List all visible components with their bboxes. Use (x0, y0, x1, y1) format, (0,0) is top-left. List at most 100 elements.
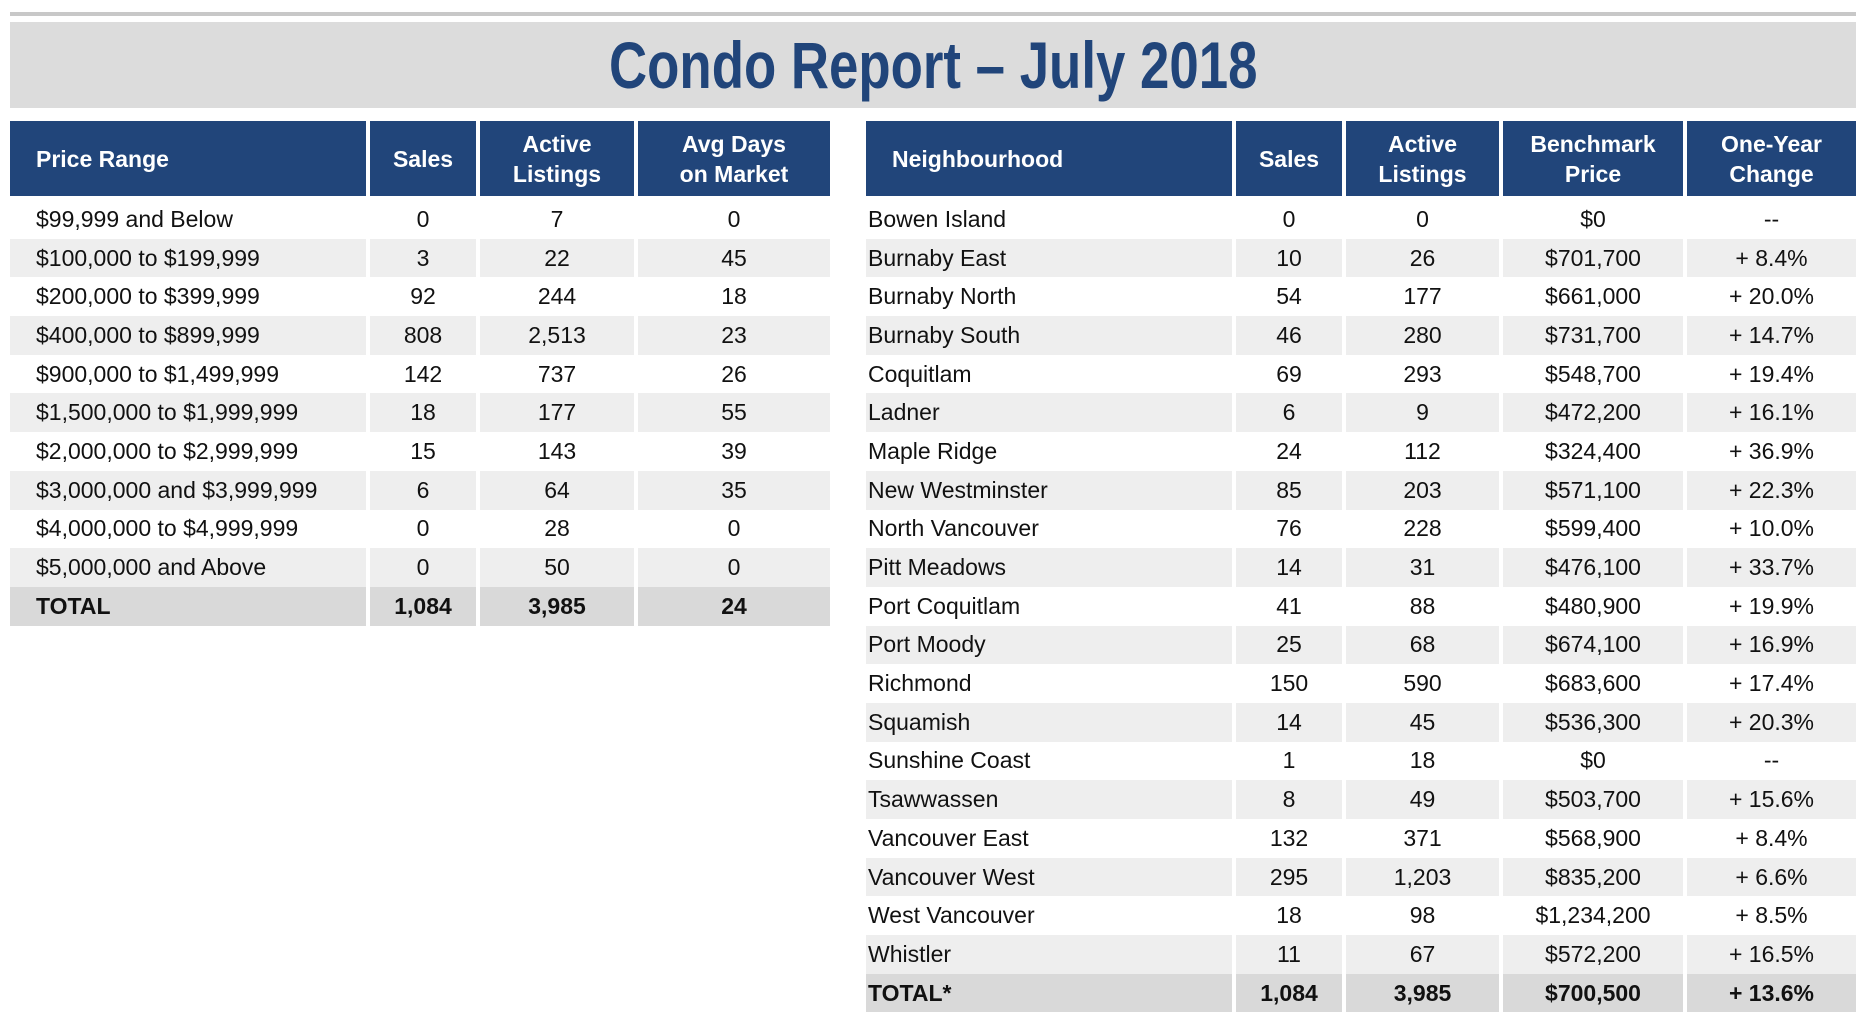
neighbourhood-table-cell: 25 (1236, 625, 1346, 665)
price-table-cell: 0 (370, 509, 480, 549)
neighbourhood-table-cell: 112 (1346, 432, 1503, 471)
neighbourhood-table-row: Burnaby South 46 280 $731,700 + 14.7% (866, 316, 1856, 355)
neighbourhood-table-row: Port Moody 25 68 $674,100 + 16.9% (866, 625, 1856, 665)
neighbourhood-table-cell: 0 (1236, 196, 1346, 239)
neighbourhood-table-cell: Burnaby North (866, 277, 1236, 317)
neighbourhood-table-cell: $1,234,200 (1503, 896, 1687, 936)
price-table-cell: 0 (638, 196, 830, 239)
neighbourhood-table-row: Coquitlam 69 293 $548,700 + 19.4% (866, 354, 1856, 394)
price-table-header-cell: Sales (370, 121, 480, 196)
neighbourhood-table-header-cell: Neighbourhood (866, 121, 1236, 196)
neighbourhood-table-cell: 98 (1346, 896, 1503, 936)
price-table-cell: 7 (480, 196, 638, 239)
price-table-cell: 35 (638, 470, 830, 510)
neighbourhood-table-cell: 18 (1346, 741, 1503, 781)
neighbourhood-table-cell: $700,500 (1503, 973, 1687, 1012)
price-table-cell: $100,000 to $199,999 (10, 238, 370, 278)
price-table-cell: 808 (370, 316, 480, 355)
neighbourhood-table-row: West Vancouver 18 98 $1,234,200 + 8.5% (866, 896, 1856, 936)
neighbourhood-table-row: New Westminster 85 203 $571,100 + 22.3% (866, 470, 1856, 510)
neighbourhood-table-header-cell: One-Year Change (1687, 121, 1856, 196)
price-table-cell: 64 (480, 470, 638, 510)
neighbourhood-table-cell: Pitt Meadows (866, 548, 1236, 587)
neighbourhood-table-cell: 590 (1346, 664, 1503, 703)
neighbourhood-table-cell: New Westminster (866, 470, 1236, 510)
neighbourhood-table-cell: + 17.4% (1687, 664, 1856, 703)
price-table-cell: TOTAL (10, 586, 370, 626)
price-table-cell: $2,000,000 to $2,999,999 (10, 432, 370, 471)
neighbourhood-table-row: Burnaby East 10 26 $701,700 + 8.4% (866, 238, 1856, 278)
price-table-cell: $4,000,000 to $4,999,999 (10, 509, 370, 549)
neighbourhood-table-cell: West Vancouver (866, 896, 1236, 936)
neighbourhood-table-cell: 85 (1236, 470, 1346, 510)
price-table-cell: 143 (480, 432, 638, 471)
neighbourhood-table-cell: + 33.7% (1687, 548, 1856, 587)
neighbourhood-table-cell: Maple Ridge (866, 432, 1236, 471)
neighbourhood-table-row: Bowen Island 0 0 $0 -- (866, 196, 1856, 239)
price-table-total-row: TOTAL 1,084 3,985 24 (10, 586, 830, 626)
price-table-cell: 177 (480, 393, 638, 433)
neighbourhood-table-cell: + 16.1% (1687, 393, 1856, 433)
neighbourhood-table-cell: 88 (1346, 586, 1503, 626)
neighbourhood-table-row: Vancouver West 295 1,203 $835,200 + 6.6% (866, 857, 1856, 897)
price-table-cell: 6 (370, 470, 480, 510)
neighbourhood-table-cell: 3,985 (1346, 973, 1503, 1012)
price-table-cell: 142 (370, 354, 480, 394)
neighbourhood-table-header-cell: Sales (1236, 121, 1346, 196)
neighbourhood-table-cell: Squamish (866, 702, 1236, 742)
neighbourhood-table-cell: 31 (1346, 548, 1503, 587)
neighbourhood-table-row: Port Coquitlam 41 88 $480,900 + 19.9% (866, 586, 1856, 626)
price-table-cell: $99,999 and Below (10, 196, 370, 239)
neighbourhood-table-cell: 24 (1236, 432, 1346, 471)
price-table-cell: 92 (370, 277, 480, 317)
price-table-cell: $5,000,000 and Above (10, 548, 370, 587)
neighbourhood-table-cell: $572,200 (1503, 935, 1687, 974)
price-table-row: $200,000 to $399,999 92 244 18 (10, 277, 830, 317)
neighbourhood-table-cell: $536,300 (1503, 702, 1687, 742)
neighbourhood-table-cell: $599,400 (1503, 509, 1687, 549)
price-table-row: $400,000 to $899,999 808 2,513 23 (10, 316, 830, 355)
neighbourhood-table-cell: 203 (1346, 470, 1503, 510)
neighbourhood-table-cell: Tsawwassen (866, 780, 1236, 819)
neighbourhood-table-cell: 41 (1236, 586, 1346, 626)
neighbourhood-table-cell: -- (1687, 196, 1856, 239)
neighbourhood-table-cell: 76 (1236, 509, 1346, 549)
neighbourhood-table-row: Burnaby North 54 177 $661,000 + 20.0% (866, 277, 1856, 317)
neighbourhood-table-cell: + 20.0% (1687, 277, 1856, 317)
neighbourhood-table-cell: $571,100 (1503, 470, 1687, 510)
price-table-cell: $400,000 to $899,999 (10, 316, 370, 355)
neighbourhood-table-cell: $476,100 (1503, 548, 1687, 587)
neighbourhood-table-cell: 18 (1236, 896, 1346, 936)
neighbourhood-table-cell: Burnaby South (866, 316, 1236, 355)
price-table-cell: 55 (638, 393, 830, 433)
neighbourhood-table-cell: Vancouver West (866, 857, 1236, 897)
neighbourhood-table-cell: 68 (1346, 625, 1503, 665)
neighbourhood-table-cell: 0 (1346, 196, 1503, 239)
neighbourhood-table-cell: 67 (1346, 935, 1503, 974)
price-table-row: $900,000 to $1,499,999 142 737 26 (10, 354, 830, 394)
neighbourhood-table-cell: + 16.9% (1687, 625, 1856, 665)
neighbourhood-table-cell: 293 (1346, 354, 1503, 394)
price-table-cell: 26 (638, 354, 830, 394)
neighbourhood-table-cell: 54 (1236, 277, 1346, 317)
neighbourhood-table-header-cell: Active Listings (1346, 121, 1503, 196)
neighbourhood-table-cell: 8 (1236, 780, 1346, 819)
price-table-cell: 24 (638, 586, 830, 626)
neighbourhood-table-row: North Vancouver 76 228 $599,400 + 10.0% (866, 509, 1856, 549)
neighbourhood-table-cell: 11 (1236, 935, 1346, 974)
price-table-cell: 28 (480, 509, 638, 549)
neighbourhood-table-row: Sunshine Coast 1 18 $0 -- (866, 741, 1856, 781)
price-table-cell: 3,985 (480, 586, 638, 626)
price-table-row: $99,999 and Below 0 7 0 (10, 196, 830, 239)
neighbourhood-table-cell: 295 (1236, 857, 1346, 897)
neighbourhood-table-cell: 150 (1236, 664, 1346, 703)
price-range-table: Price Range Sales Active Listings Avg Days on… (10, 121, 830, 626)
neighbourhood-table-cell: + 14.7% (1687, 316, 1856, 355)
neighbourhood-table-cell: + 20.3% (1687, 702, 1856, 742)
neighbourhood-table-cell: $548,700 (1503, 354, 1687, 394)
neighbourhood-table: Neighbourhood Sales Active Listings Benchmar… (866, 121, 1856, 1012)
price-table-cell: $200,000 to $399,999 (10, 277, 370, 317)
price-table-cell: $1,500,000 to $1,999,999 (10, 393, 370, 433)
neighbourhood-table-cell: 49 (1346, 780, 1503, 819)
neighbourhood-table-cell: 45 (1346, 702, 1503, 742)
